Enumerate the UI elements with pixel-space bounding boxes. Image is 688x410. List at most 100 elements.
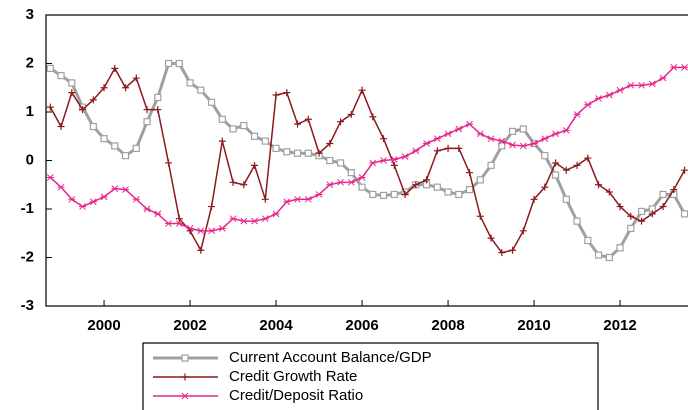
marker <box>541 135 549 143</box>
marker <box>46 103 54 111</box>
marker <box>466 120 474 128</box>
marker <box>584 101 592 109</box>
series-markers <box>46 59 688 262</box>
marker <box>670 186 678 194</box>
marker <box>208 203 216 211</box>
marker <box>412 181 420 189</box>
marker <box>659 190 667 199</box>
marker <box>143 118 151 126</box>
marker <box>541 183 549 191</box>
marker <box>444 144 452 152</box>
marker <box>627 212 635 220</box>
marker <box>261 215 269 223</box>
marker <box>595 181 603 189</box>
y-tick-label: 1 <box>26 103 34 120</box>
marker <box>79 106 87 114</box>
marker <box>111 64 119 72</box>
marker <box>240 217 248 225</box>
marker <box>594 251 603 259</box>
marker <box>659 203 667 211</box>
marker <box>337 178 345 186</box>
marker <box>100 135 108 143</box>
marker <box>57 72 65 80</box>
marker <box>358 183 366 191</box>
marker <box>476 212 484 220</box>
marker <box>552 159 560 167</box>
marker <box>132 195 140 203</box>
marker <box>197 86 205 94</box>
marker <box>175 215 183 223</box>
marker <box>57 123 65 131</box>
marker <box>208 227 216 235</box>
marker <box>605 91 613 99</box>
marker <box>272 144 280 152</box>
marker <box>637 207 646 216</box>
marker <box>519 227 527 235</box>
marker <box>519 125 527 133</box>
y-tick-label: 3 <box>26 6 34 23</box>
y-tick-label: -2 <box>21 248 34 265</box>
marker <box>197 246 205 254</box>
marker <box>154 106 162 114</box>
marker <box>498 249 506 257</box>
marker <box>181 354 189 362</box>
marker <box>552 130 560 138</box>
marker <box>379 191 388 200</box>
marker <box>455 125 463 133</box>
marker <box>390 190 398 199</box>
marker <box>638 81 646 89</box>
marker <box>498 142 506 150</box>
marker <box>304 115 312 123</box>
marker <box>455 144 463 152</box>
marker <box>573 111 581 118</box>
x-tick-label: 2008 <box>431 317 464 334</box>
marker <box>390 156 398 163</box>
marker <box>132 74 140 82</box>
marker <box>380 135 388 143</box>
marker <box>508 127 517 135</box>
marker <box>444 188 452 196</box>
marker <box>401 190 409 198</box>
marker <box>251 161 259 169</box>
marker <box>218 225 226 232</box>
marker <box>605 188 613 196</box>
marker <box>68 79 76 87</box>
marker <box>347 110 355 118</box>
marker <box>175 59 183 68</box>
marker <box>347 169 355 177</box>
legend-label: Credit Growth Rate <box>229 368 357 385</box>
marker <box>616 203 624 211</box>
series-markers <box>46 64 688 235</box>
marker <box>122 186 130 193</box>
marker <box>358 174 366 181</box>
marker <box>681 64 688 71</box>
marker <box>433 183 441 191</box>
marker <box>616 86 624 94</box>
marker <box>487 161 495 169</box>
marker <box>293 149 302 157</box>
y-tick-label: -1 <box>21 200 34 217</box>
marker <box>111 185 119 192</box>
marker <box>433 135 441 143</box>
marker <box>261 195 269 203</box>
marker <box>681 166 688 174</box>
marker <box>584 154 592 162</box>
marker <box>57 183 65 191</box>
marker <box>207 98 216 106</box>
marker <box>283 148 291 156</box>
marker <box>573 217 581 225</box>
marker <box>487 135 495 143</box>
legend-label: Credit/Deposit Ratio <box>229 387 363 404</box>
marker <box>46 174 54 181</box>
marker <box>530 140 538 147</box>
marker <box>466 169 474 177</box>
marker <box>251 217 259 225</box>
marker <box>229 125 237 133</box>
marker <box>423 140 431 147</box>
marker <box>401 153 409 160</box>
marker <box>423 176 431 184</box>
marker <box>562 195 570 203</box>
marker <box>218 115 226 123</box>
